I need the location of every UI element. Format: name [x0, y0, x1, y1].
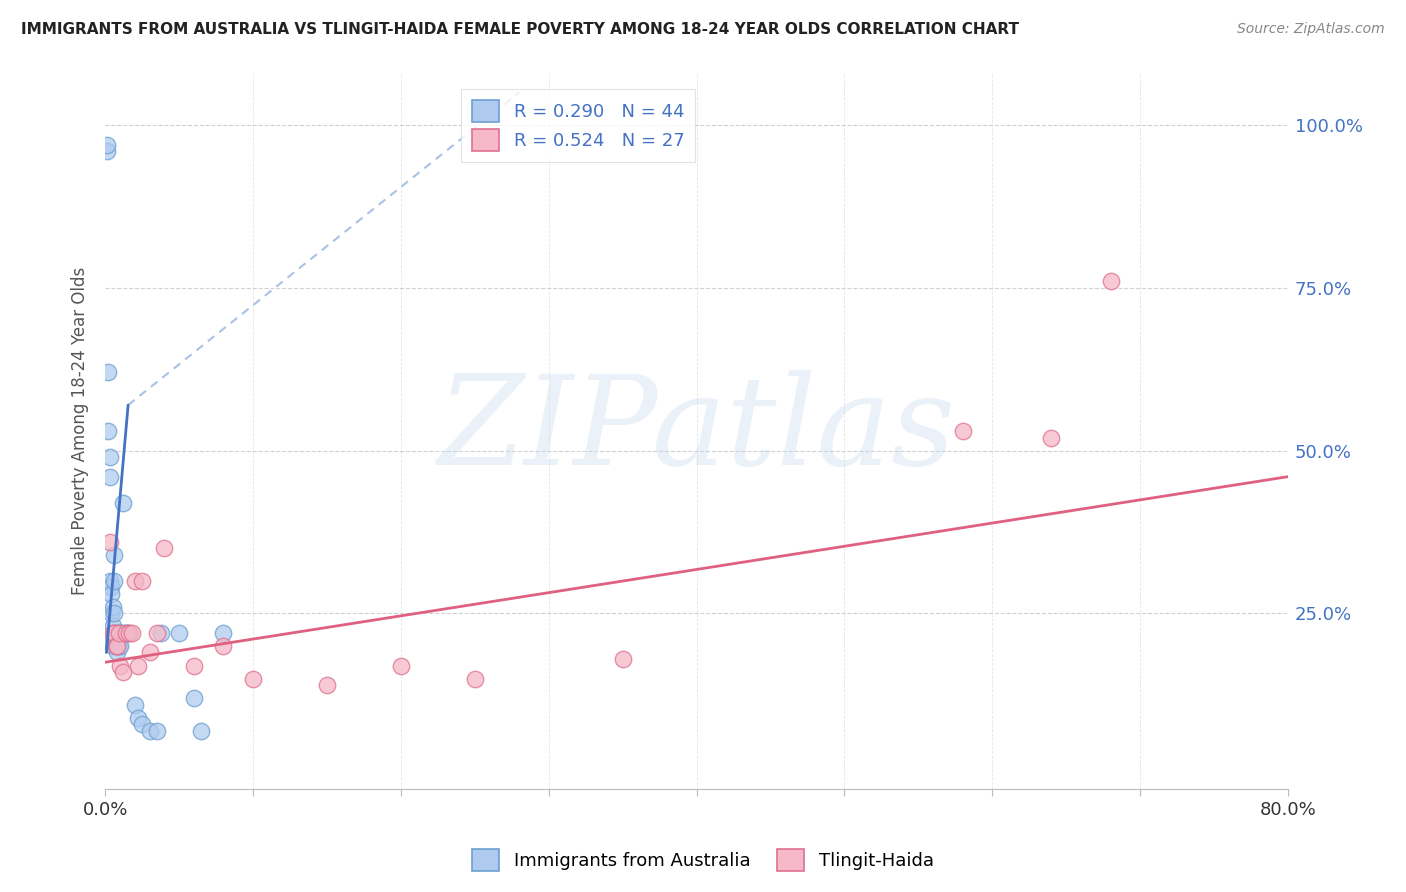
Point [98, 450, 121, 464]
Point [107, 626, 129, 640]
Point [103, 626, 125, 640]
Point [153, 541, 176, 556]
Point [952, 424, 974, 438]
Point [1040, 431, 1063, 445]
Point [242, 672, 264, 686]
Point [100, 607, 122, 621]
Point [104, 626, 127, 640]
Point [138, 723, 160, 738]
Point [110, 626, 132, 640]
Point [111, 665, 134, 679]
Point [146, 626, 169, 640]
Point [138, 645, 160, 659]
Point [104, 639, 127, 653]
Point [98, 534, 121, 549]
Point [124, 574, 146, 588]
Point [111, 496, 134, 510]
Point [105, 639, 128, 653]
Point [108, 658, 131, 673]
Point [98, 469, 121, 483]
Point [103, 548, 125, 562]
Point [108, 626, 131, 640]
Point [100, 587, 122, 601]
Point [100, 580, 122, 594]
Point [96, 144, 118, 158]
Point [97, 424, 120, 438]
Point [107, 626, 129, 640]
Point [118, 626, 141, 640]
Point [105, 639, 128, 653]
Point [389, 658, 412, 673]
Point [167, 626, 190, 640]
Point [101, 599, 124, 614]
Point [114, 626, 136, 640]
Point [101, 632, 124, 647]
Point [183, 658, 205, 673]
Point [107, 639, 129, 653]
Point [103, 607, 125, 621]
Point [150, 626, 173, 640]
Point [115, 626, 138, 640]
Point [117, 626, 139, 640]
Point [115, 626, 138, 640]
Point [108, 626, 131, 640]
Point [464, 672, 486, 686]
Point [103, 626, 125, 640]
Point [612, 652, 634, 666]
Point [101, 626, 124, 640]
Point [121, 626, 143, 640]
Y-axis label: Female Poverty Among 18-24 Year Olds: Female Poverty Among 18-24 Year Olds [72, 267, 89, 595]
Text: Source: ZipAtlas.com: Source: ZipAtlas.com [1237, 22, 1385, 37]
Point [103, 574, 125, 588]
Text: IMMIGRANTS FROM AUSTRALIA VS TLINGIT-HAIDA FEMALE POVERTY AMONG 18-24 YEAR OLDS : IMMIGRANTS FROM AUSTRALIA VS TLINGIT-HAI… [21, 22, 1019, 37]
Point [101, 639, 124, 653]
Point [131, 717, 153, 731]
Point [118, 626, 141, 640]
Point [190, 723, 212, 738]
Point [1099, 274, 1122, 288]
Point [212, 639, 235, 653]
Legend: Immigrants from Australia, Tlingit-Haida: Immigrants from Australia, Tlingit-Haida [465, 842, 941, 879]
Point [98, 574, 121, 588]
Point [97, 366, 120, 380]
Point [316, 678, 339, 692]
Point [124, 698, 146, 712]
Point [212, 626, 235, 640]
Point [108, 639, 131, 653]
Point [96, 137, 118, 152]
Point [105, 645, 128, 659]
Point [101, 619, 124, 633]
Point [104, 639, 127, 653]
Point [146, 723, 169, 738]
Point [127, 658, 149, 673]
Text: ZIPatlas: ZIPatlas [437, 370, 956, 491]
Point [183, 691, 205, 706]
Legend: R = 0.290   N = 44, R = 0.524   N = 27: R = 0.290 N = 44, R = 0.524 N = 27 [461, 89, 696, 162]
Point [127, 710, 149, 724]
Point [104, 632, 127, 647]
Point [131, 574, 153, 588]
